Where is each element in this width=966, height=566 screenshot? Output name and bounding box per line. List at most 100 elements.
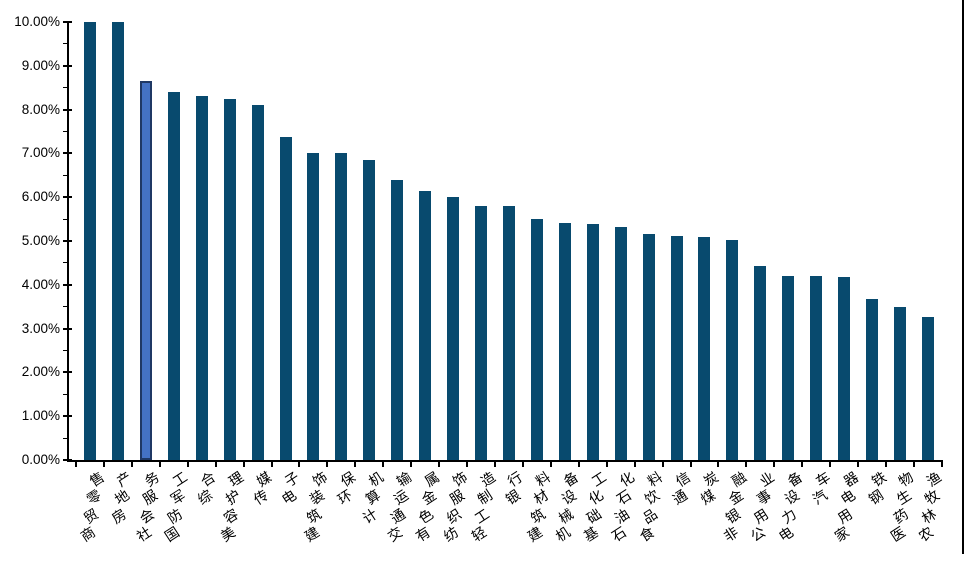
x-boundary-tick: [885, 460, 887, 467]
bar: [391, 180, 404, 460]
x-category-label-char: 渔: [924, 468, 945, 490]
x-boundary-tick: [158, 460, 161, 467]
x-boundary-tick: [382, 460, 385, 467]
highlighted-bar: [139, 81, 152, 460]
bar: [698, 237, 711, 460]
x-boundary-tick: [857, 460, 859, 467]
x-category-label-char: 房: [108, 505, 129, 527]
x-boundary-tick: [130, 460, 133, 467]
x-boundary-tick: [270, 460, 273, 467]
x-category-label-char: 产: [114, 468, 135, 490]
y-major-tick: [63, 371, 72, 374]
x-category-label-char: 保: [337, 468, 358, 490]
bar: [726, 240, 739, 460]
x-boundary-tick: [549, 460, 552, 467]
x-boundary-tick: [801, 460, 804, 467]
x-category-label-char: 机: [365, 468, 386, 490]
y-minor-tick: [63, 43, 68, 45]
y-tick-label: 2.00%: [21, 364, 60, 380]
x-boundary-tick: [745, 460, 748, 467]
x-boundary-tick: [438, 460, 441, 467]
x-category-label-char: 设: [781, 486, 803, 508]
bar: [754, 266, 767, 460]
bar: [195, 96, 208, 460]
y-major-tick: [63, 415, 72, 418]
y-axis-line: [67, 22, 69, 462]
x-boundary-tick: [689, 460, 692, 467]
x-boundary-tick: [298, 460, 301, 467]
x-category-label-char: 汽: [809, 486, 830, 508]
x-boundary-tick: [242, 460, 245, 467]
x-category-label-char: 色: [415, 505, 437, 527]
x-category-label-char: 饰: [449, 468, 470, 490]
x-boundary-tick: [577, 460, 580, 467]
bar: [782, 276, 795, 460]
x-boundary-tick: [75, 460, 77, 467]
y-minor-tick: [63, 87, 68, 89]
bar: [530, 219, 543, 460]
bar: [475, 206, 487, 460]
x-category-label-char: 备: [561, 468, 582, 490]
x-category-label-char: 工: [471, 505, 493, 527]
x-category-label-char: 金: [418, 486, 439, 508]
x-category-label-char: 媒: [253, 468, 275, 490]
y-major-tick: [63, 459, 72, 461]
bar: [307, 153, 320, 460]
y-major-tick: [63, 327, 72, 330]
x-category-label-char: 融: [728, 468, 750, 490]
bar: [363, 160, 376, 460]
x-category-label-char: 零: [83, 486, 104, 508]
x-category-label-char: 输: [393, 468, 414, 490]
y-minor-tick: [63, 393, 68, 395]
bar: [642, 234, 655, 460]
x-category-label-char: 会: [136, 505, 157, 527]
x-boundary-tick: [410, 460, 413, 467]
bar: [279, 137, 292, 460]
x-category-label-char: 物: [896, 468, 917, 490]
x-category-label-char: 算: [362, 486, 384, 508]
x-category-label-char: 器: [840, 468, 861, 490]
bar: [586, 224, 599, 460]
bar: [111, 22, 124, 460]
x-boundary-tick: [186, 460, 189, 467]
x-category-label-char: 通: [387, 505, 409, 527]
x-boundary-tick: [912, 460, 915, 467]
x-category-label-char: 用: [834, 505, 856, 527]
x-category-label-char: 料: [644, 468, 666, 490]
x-boundary-tick: [214, 460, 217, 467]
y-major-tick: [63, 283, 72, 286]
y-minor-tick: [63, 218, 68, 220]
x-category-label-char: 车: [812, 468, 833, 490]
x-category-label-char: 属: [421, 468, 442, 490]
bar: [558, 223, 571, 460]
x-category-label-char: 备: [784, 468, 805, 490]
x-boundary-tick: [326, 460, 329, 467]
bar: [866, 299, 878, 460]
x-boundary-tick: [354, 460, 357, 467]
x-category-label-char: 石: [608, 523, 629, 545]
x-category-label-char: 林: [918, 505, 939, 527]
bar: [893, 307, 906, 460]
page-edge-line: [962, 0, 964, 554]
x-category-label-char: 化: [616, 468, 638, 490]
y-tick-label: 9.00%: [21, 57, 60, 73]
y-tick-label: 6.00%: [21, 189, 60, 205]
x-category-label-char: 环: [334, 486, 356, 508]
y-tick-label: 1.00%: [21, 408, 60, 424]
x-category-label-char: 工: [170, 468, 191, 490]
y-tick-label: 10.00%: [14, 14, 60, 29]
bar: [223, 99, 236, 460]
x-category-label-char: 钢: [865, 486, 886, 508]
bar: [670, 236, 683, 460]
y-minor-tick: [63, 262, 68, 264]
y-major-tick: [63, 240, 72, 242]
x-category-label-char: 理: [225, 468, 247, 490]
x-category-label-char: 美: [217, 523, 238, 545]
y-major-tick: [63, 152, 72, 155]
x-category-label-char: 铁: [868, 468, 889, 490]
y-minor-tick: [63, 131, 68, 132]
x-boundary-tick: [102, 460, 105, 467]
x-category-label-char: 力: [778, 505, 800, 527]
y-tick-label: 4.00%: [21, 276, 60, 292]
bar: [502, 206, 515, 460]
